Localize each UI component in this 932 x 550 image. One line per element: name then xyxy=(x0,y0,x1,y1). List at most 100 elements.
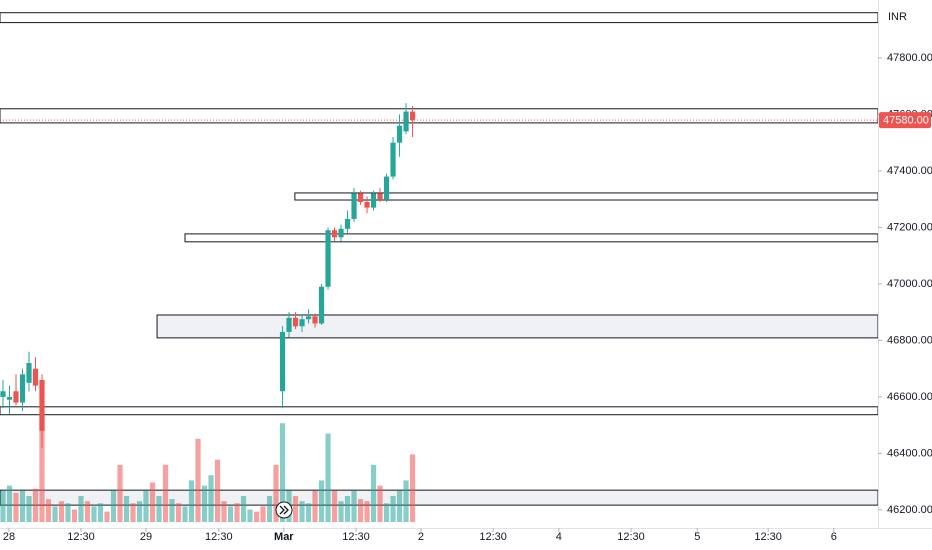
volume-bar xyxy=(390,496,396,522)
candle-body xyxy=(0,391,6,397)
candle-body xyxy=(13,391,19,403)
volume-bar xyxy=(208,475,214,522)
scroll-button[interactable] xyxy=(275,501,293,519)
x-tick-label: 29 xyxy=(140,531,152,543)
volume-bar xyxy=(299,501,305,522)
x-tick-label: 12:30 xyxy=(479,531,507,543)
volume-bar xyxy=(117,464,123,522)
volume-bar xyxy=(247,509,253,522)
volume-bar xyxy=(19,490,26,522)
volume-bar xyxy=(234,503,240,522)
volume-bar xyxy=(292,496,299,522)
candle-body xyxy=(325,230,331,287)
volume-bar xyxy=(344,496,351,522)
candle-body xyxy=(318,286,325,324)
volume-bar xyxy=(45,499,52,522)
volume-bar xyxy=(6,485,13,522)
volume-bar xyxy=(312,490,318,522)
candle-body xyxy=(39,379,45,431)
volume-bar xyxy=(97,503,104,522)
volume-bar xyxy=(403,480,409,522)
candle-body xyxy=(403,111,409,132)
volume-bar xyxy=(188,480,195,522)
currency-label: INR xyxy=(888,11,907,23)
volume-bar xyxy=(383,503,390,522)
volume-bar xyxy=(227,506,234,522)
zone xyxy=(0,406,878,416)
volume-bar xyxy=(325,433,331,522)
x-tick-label: 2 xyxy=(418,531,424,543)
volume-bar xyxy=(13,492,19,522)
candle-body xyxy=(6,396,13,400)
volume-bar xyxy=(214,459,221,522)
y-tick-label: 47200.00 xyxy=(887,221,932,233)
candle-body xyxy=(344,218,351,229)
y-tick-label: 46200.00 xyxy=(887,504,932,516)
volume-bar xyxy=(0,490,6,522)
candle-body xyxy=(299,319,305,327)
candle-body xyxy=(286,317,292,332)
volume-bar xyxy=(273,464,279,522)
x-tick-label: 6 xyxy=(831,531,837,543)
plot-area xyxy=(0,12,878,522)
candle-body xyxy=(338,228,344,238)
last-price-badge xyxy=(879,112,931,129)
volume-bar xyxy=(260,506,266,522)
candle-body xyxy=(351,193,357,219)
volume-bar xyxy=(71,509,78,522)
candle-body xyxy=(279,331,286,392)
volume-bar xyxy=(305,503,312,522)
x-tick-label: 12:30 xyxy=(67,531,95,543)
candle-body xyxy=(364,201,370,208)
x-tick-label: 12:30 xyxy=(342,531,370,543)
volume-bar xyxy=(84,501,91,522)
volume-bar xyxy=(162,464,169,522)
volume-bar xyxy=(136,501,143,522)
candle-body xyxy=(292,317,299,327)
candle-body xyxy=(383,176,390,200)
volume-bar xyxy=(104,511,110,522)
y-tick-label: 46600.00 xyxy=(887,391,932,403)
zone xyxy=(184,233,878,243)
candle-body xyxy=(312,316,318,324)
zone xyxy=(0,489,878,506)
candle-body xyxy=(409,111,416,121)
candle-body xyxy=(32,368,39,386)
x-tick-label: 12:30 xyxy=(205,531,233,543)
volume-bar xyxy=(78,496,84,522)
volume-bar xyxy=(377,485,383,522)
volume-bar xyxy=(123,496,130,522)
volume-bar xyxy=(149,482,156,522)
volume-bar xyxy=(169,499,175,522)
volume-bar xyxy=(396,490,403,522)
volume-bar xyxy=(52,506,58,522)
candle-body xyxy=(331,230,338,238)
y-tick-label: 47800.00 xyxy=(887,52,932,64)
volume-bar xyxy=(240,496,247,522)
y-tick-label: 46400.00 xyxy=(887,447,932,459)
volume-bar xyxy=(338,501,344,522)
volume-bar xyxy=(65,503,71,522)
zone xyxy=(0,108,878,124)
volume-bar xyxy=(318,480,325,522)
volume-bar xyxy=(156,496,162,522)
x-tick-label: 4 xyxy=(556,531,562,543)
volume-bar xyxy=(26,496,32,522)
volume-bar xyxy=(221,501,227,522)
volume-bar xyxy=(253,511,260,522)
volume-bar xyxy=(409,454,416,522)
volume-bar xyxy=(201,485,208,522)
y-tick-label: 47400.00 xyxy=(887,165,932,177)
candle-body xyxy=(370,193,377,208)
x-tick-label: 12:30 xyxy=(754,531,782,543)
candle-body xyxy=(390,142,396,177)
candle-body xyxy=(396,125,403,143)
x-tick-label: 5 xyxy=(694,531,700,543)
x-tick-label: Mar xyxy=(274,531,294,543)
volume-bar xyxy=(32,488,39,522)
x-tick-label: 28 xyxy=(3,531,15,543)
volume-bar xyxy=(357,499,364,522)
volume-bar xyxy=(182,506,188,522)
